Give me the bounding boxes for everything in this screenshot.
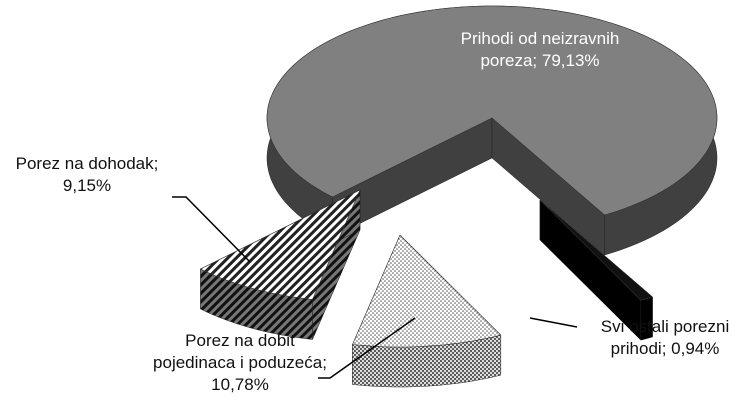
slice: [266, 5, 718, 216]
slice-label: Prihodi od neizravnih poreza; 79,13%: [460, 29, 620, 70]
leader-line: [172, 196, 251, 263]
slice-label: Porez na dobit pojedinaca i poduzeća; 10…: [153, 331, 327, 394]
leader-line: [529, 317, 578, 328]
slice-label: Svi ostali porezni prihodi; 0,94%: [600, 317, 730, 358]
slice: [539, 199, 654, 301]
slice: [199, 189, 361, 300]
slice-label: Porez na dohodak; 9,15%: [15, 154, 159, 195]
leader-line: [318, 317, 416, 379]
slice: [352, 234, 502, 348]
